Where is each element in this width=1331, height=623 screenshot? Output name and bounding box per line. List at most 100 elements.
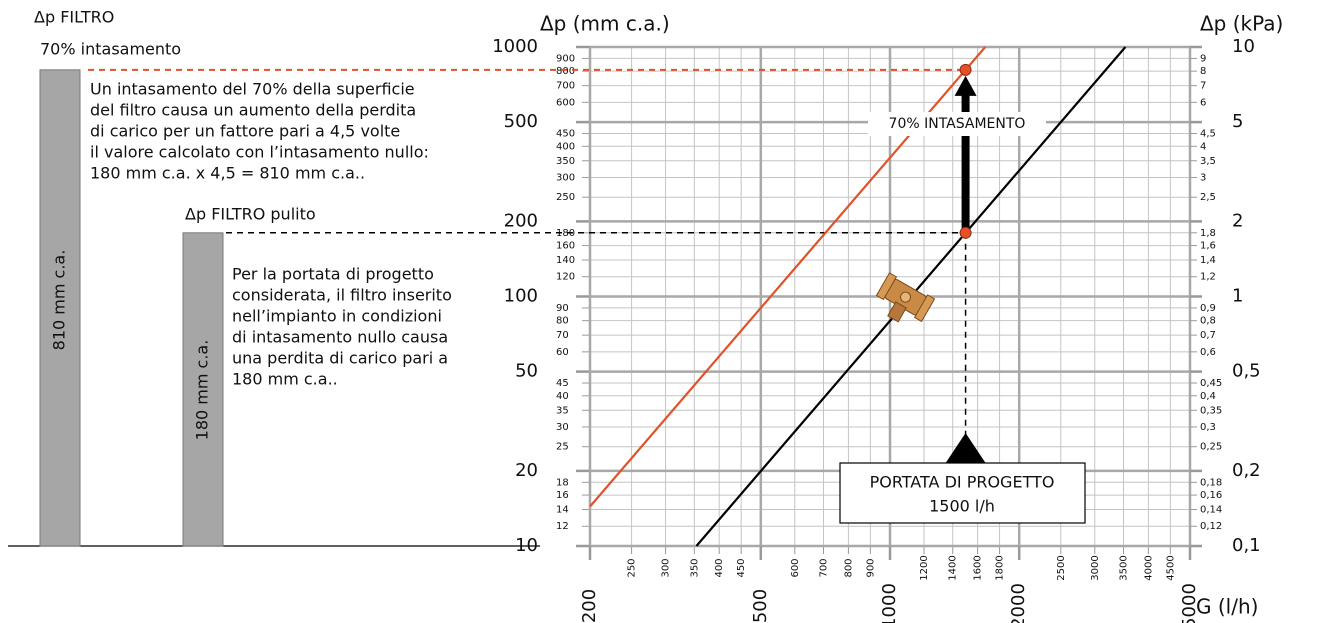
y2-minor-tick-label: 0,8 bbox=[1200, 316, 1216, 327]
y2-minor-tick-label: 0,3 bbox=[1200, 422, 1216, 433]
y2-tick-label: 1 bbox=[1232, 286, 1243, 307]
note-line: 180 mm c.a. x 4,5 = 810 mm c.a.. bbox=[90, 164, 365, 183]
y2-minor-tick-label: 6 bbox=[1200, 97, 1206, 108]
x-tick-label: 2000 bbox=[1008, 583, 1029, 623]
x-minor-tick-label: 2500 bbox=[1056, 555, 1067, 580]
x-minor-tick-label: 1800 bbox=[995, 555, 1006, 580]
y2-minor-tick-label: 9 bbox=[1200, 53, 1206, 64]
x-tick-label: 5000 bbox=[1179, 583, 1200, 623]
x-minor-tick-label: 300 bbox=[661, 558, 672, 577]
y2-minor-tick-label: 1,6 bbox=[1200, 241, 1216, 252]
flow-box bbox=[839, 462, 1086, 524]
y2-minor-tick-label: 0,4 bbox=[1200, 391, 1216, 402]
x-tick-label: 1000 bbox=[879, 583, 900, 623]
y-minor-tick-label: 45 bbox=[556, 378, 569, 389]
y-tick-label: 100 bbox=[504, 286, 538, 307]
note-line: Un intasamento del 70% della superficie bbox=[90, 80, 415, 99]
valve-end bbox=[875, 272, 898, 301]
y-minor-tick-label: 16 bbox=[556, 490, 569, 501]
note-line: di carico per un fattore pari a 4,5 volt… bbox=[90, 122, 400, 141]
point bbox=[959, 63, 972, 76]
y2-minor-tick-label: 3,5 bbox=[1200, 156, 1216, 167]
y2-minor-tick-label: 3 bbox=[1200, 172, 1206, 183]
flow-label: PORTATA DI PROGETTO bbox=[870, 473, 1055, 492]
y2-minor-tick-label: 0,9 bbox=[1200, 303, 1216, 314]
y-minor-tick-label: 90 bbox=[556, 303, 569, 314]
y2-minor-tick-label: 0,45 bbox=[1200, 378, 1222, 389]
y2-tick-label: 0,5 bbox=[1232, 361, 1261, 382]
y2-tick-label: 0,1 bbox=[1232, 535, 1261, 556]
flow-label: 1500 l/h bbox=[929, 497, 995, 516]
y-axis-title: Δp (mm c.a.) bbox=[540, 12, 670, 36]
y2-tick-label: 0,2 bbox=[1232, 460, 1261, 481]
y-minor-tick-label: 30 bbox=[556, 422, 569, 433]
arrow-label-box bbox=[868, 112, 1046, 136]
y2-minor-tick-label: 1,8 bbox=[1200, 228, 1216, 239]
x-tick-label: 500 bbox=[750, 589, 771, 623]
x-minor-tick-label: 4500 bbox=[1165, 555, 1176, 580]
arrow-head bbox=[954, 75, 977, 96]
bar bbox=[182, 232, 224, 547]
y2-minor-tick-label: 0,12 bbox=[1200, 521, 1222, 532]
note-line: considerata, il filtro inserito bbox=[232, 286, 452, 305]
y2-minor-tick-label: 4,5 bbox=[1200, 129, 1216, 140]
x-minor-tick-label: 1400 bbox=[948, 555, 959, 580]
valve-hole bbox=[900, 291, 911, 303]
y-minor-tick-label: 35 bbox=[556, 405, 569, 416]
y2-minor-tick-label: 0,18 bbox=[1200, 477, 1222, 488]
y-minor-tick-label: 250 bbox=[556, 192, 575, 203]
bar bbox=[39, 69, 81, 547]
y-minor-tick-label: 600 bbox=[556, 97, 575, 108]
note-line: 180 mm c.a.. bbox=[232, 370, 338, 389]
x-minor-tick-label: 3500 bbox=[1119, 555, 1130, 580]
y-minor-tick-label: 400 bbox=[556, 141, 575, 152]
x-minor-tick-label: 900 bbox=[865, 558, 876, 577]
x-minor-tick-label: 3000 bbox=[1090, 555, 1101, 580]
y-minor-tick-label: 40 bbox=[556, 391, 569, 402]
valve-icon bbox=[875, 272, 936, 323]
point bbox=[959, 226, 972, 239]
bar-title: Δp FILTRO bbox=[34, 8, 114, 27]
y2-minor-tick-label: 7 bbox=[1200, 81, 1206, 92]
y-minor-tick-label: 140 bbox=[556, 255, 575, 266]
y2-minor-tick-label: 0,6 bbox=[1200, 347, 1216, 358]
y-minor-tick-label: 80 bbox=[556, 316, 569, 327]
y2-minor-tick-label: 0,14 bbox=[1200, 505, 1222, 516]
x-minor-tick-label: 1200 bbox=[919, 555, 930, 580]
x-minor-tick-label: 4000 bbox=[1143, 555, 1154, 580]
valve-cap bbox=[887, 301, 907, 323]
x-axis-title: G (l/h) bbox=[1196, 595, 1258, 619]
y2-minor-tick-label: 8 bbox=[1200, 66, 1206, 77]
note-line: nell’impianto in condizioni bbox=[232, 307, 442, 326]
y2-tick-label: 5 bbox=[1232, 111, 1243, 132]
y-minor-tick-label: 300 bbox=[556, 172, 575, 183]
x-minor-tick-label: 400 bbox=[714, 558, 725, 577]
y-tick-label: 500 bbox=[504, 111, 538, 132]
y2-axis-title: Δp (kPa) bbox=[1200, 12, 1283, 36]
valve-end bbox=[913, 294, 936, 323]
y2-minor-tick-label: 0,7 bbox=[1200, 330, 1216, 341]
x-minor-tick-label: 450 bbox=[736, 558, 747, 577]
y2-minor-tick-label: 0,25 bbox=[1200, 442, 1222, 453]
y-minor-tick-label: 120 bbox=[556, 272, 575, 283]
y-minor-tick-label: 800 bbox=[556, 66, 575, 77]
y-minor-tick-label: 25 bbox=[556, 442, 569, 453]
bar-label: 180 mm c.a. bbox=[193, 340, 212, 441]
y-tick-label: 200 bbox=[504, 210, 538, 231]
flow-pointer bbox=[945, 433, 986, 463]
y-minor-tick-label: 18 bbox=[556, 477, 569, 488]
note-line: Per la portata di progetto bbox=[232, 265, 434, 284]
note-line: di intasamento nullo causa bbox=[232, 328, 448, 347]
y2-minor-tick-label: 1,2 bbox=[1200, 272, 1216, 283]
y-minor-tick-label: 700 bbox=[556, 81, 575, 92]
y-tick-label: 10 bbox=[515, 535, 538, 556]
y2-minor-tick-label: 2,5 bbox=[1200, 192, 1216, 203]
bar-label: 810 mm c.a. bbox=[50, 250, 69, 351]
x-minor-tick-label: 800 bbox=[843, 558, 854, 577]
y-minor-tick-label: 900 bbox=[556, 53, 575, 64]
x-minor-tick-label: 700 bbox=[819, 558, 830, 577]
note-line: una perdita di carico pari a bbox=[232, 349, 448, 368]
y-tick-label: 50 bbox=[515, 361, 538, 382]
bar-title: 70% intasamento bbox=[40, 40, 181, 59]
